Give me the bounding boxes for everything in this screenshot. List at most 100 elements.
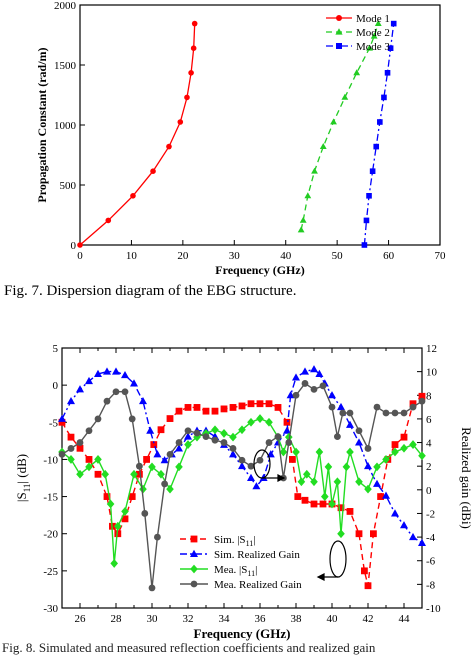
data-point <box>114 530 122 538</box>
data-point <box>238 402 246 410</box>
data-point <box>114 521 122 531</box>
data-point <box>220 405 228 413</box>
data-point <box>193 429 201 437</box>
data-point <box>315 369 324 377</box>
right-y-tick-label: 4 <box>426 438 432 450</box>
data-point <box>337 529 345 539</box>
data-point <box>337 402 345 411</box>
data-point <box>229 432 237 442</box>
data-point <box>130 379 138 387</box>
legend-label: Mea. |S11| <box>214 564 257 578</box>
data-point <box>58 414 66 422</box>
data-point <box>238 425 246 435</box>
left-y-tick-label: -10 <box>43 454 58 466</box>
data-point <box>377 119 383 125</box>
data-point <box>256 400 264 408</box>
data-point <box>301 496 309 504</box>
data-point <box>103 367 111 375</box>
legend-label: Mode 3 <box>356 41 390 53</box>
data-point <box>160 456 169 464</box>
series-line <box>363 23 395 246</box>
data-point <box>370 530 377 538</box>
data-point <box>130 193 136 199</box>
data-point <box>279 447 288 457</box>
data-point <box>247 417 255 427</box>
data-point <box>304 192 312 199</box>
data-point <box>418 397 426 405</box>
right-y-tick-label: -4 <box>426 532 436 544</box>
right-y-tick-label: -10 <box>426 603 441 615</box>
data-point <box>184 440 192 449</box>
data-point <box>400 409 408 417</box>
series-line <box>79 23 196 246</box>
data-point <box>390 20 397 27</box>
data-point <box>238 461 246 470</box>
data-point <box>175 407 183 415</box>
data-point <box>294 493 302 500</box>
legend-label: Sim. |S11| <box>214 534 255 548</box>
data-point <box>355 438 363 446</box>
x-tick-label: 0 <box>77 250 83 262</box>
figure-7-caption: Fig. 7. Dispersion diagram of the EBG st… <box>4 283 297 299</box>
data-point <box>319 143 327 149</box>
data-point <box>76 385 84 393</box>
data-point <box>310 385 318 393</box>
data-point <box>355 530 363 538</box>
data-point <box>146 426 155 434</box>
data-point <box>391 441 399 448</box>
data-point <box>166 415 174 422</box>
dispersion-legend: Mode 1 Mode 2 Mode 3 <box>326 13 390 53</box>
data-point <box>382 491 390 499</box>
data-point <box>94 369 102 377</box>
data-point <box>85 462 93 472</box>
data-point <box>94 470 102 478</box>
x-tick-label: 10 <box>126 250 138 262</box>
data-point <box>67 455 75 464</box>
data-point <box>247 400 255 408</box>
data-point <box>136 462 143 470</box>
right-y-tick-label: 0 <box>426 485 432 497</box>
data-point <box>364 445 372 452</box>
data-point <box>373 403 381 411</box>
legend-label-main: Mea. |S <box>214 564 247 576</box>
left-axis-indicator-arrow <box>253 449 286 482</box>
data-point <box>193 404 201 411</box>
data-point <box>191 20 198 27</box>
data-point <box>154 533 161 541</box>
left-y-tick-label: -30 <box>43 603 58 615</box>
data-point <box>377 493 384 500</box>
data-point <box>177 119 184 125</box>
data-point <box>310 365 318 373</box>
data-point <box>190 45 197 51</box>
data-point <box>330 118 337 125</box>
x-tick-label: 34 <box>219 613 231 625</box>
left-y-tick-label: 5 <box>53 343 59 355</box>
data-point <box>76 439 84 446</box>
data-point <box>128 415 136 423</box>
data-point <box>319 382 327 390</box>
data-point <box>328 403 336 411</box>
data-point <box>346 420 354 428</box>
right-y-tick-label: 8 <box>426 390 432 402</box>
y-tick-label: 0 <box>71 240 77 252</box>
data-point <box>175 462 183 472</box>
data-point <box>76 444 84 452</box>
legend-label-end: | <box>255 564 257 576</box>
data-point <box>175 444 183 452</box>
data-point <box>130 469 138 479</box>
y-tick-label: 1500 <box>54 60 77 72</box>
data-point <box>301 380 309 387</box>
legend-marker <box>336 43 342 49</box>
data-point <box>136 470 143 478</box>
data-point <box>418 451 426 461</box>
data-point <box>220 429 228 438</box>
data-point <box>374 20 382 26</box>
data-point <box>286 391 295 399</box>
data-point <box>211 407 219 415</box>
data-point <box>283 418 291 426</box>
data-point <box>106 499 115 509</box>
data-point <box>265 400 273 408</box>
data-point <box>85 456 93 463</box>
